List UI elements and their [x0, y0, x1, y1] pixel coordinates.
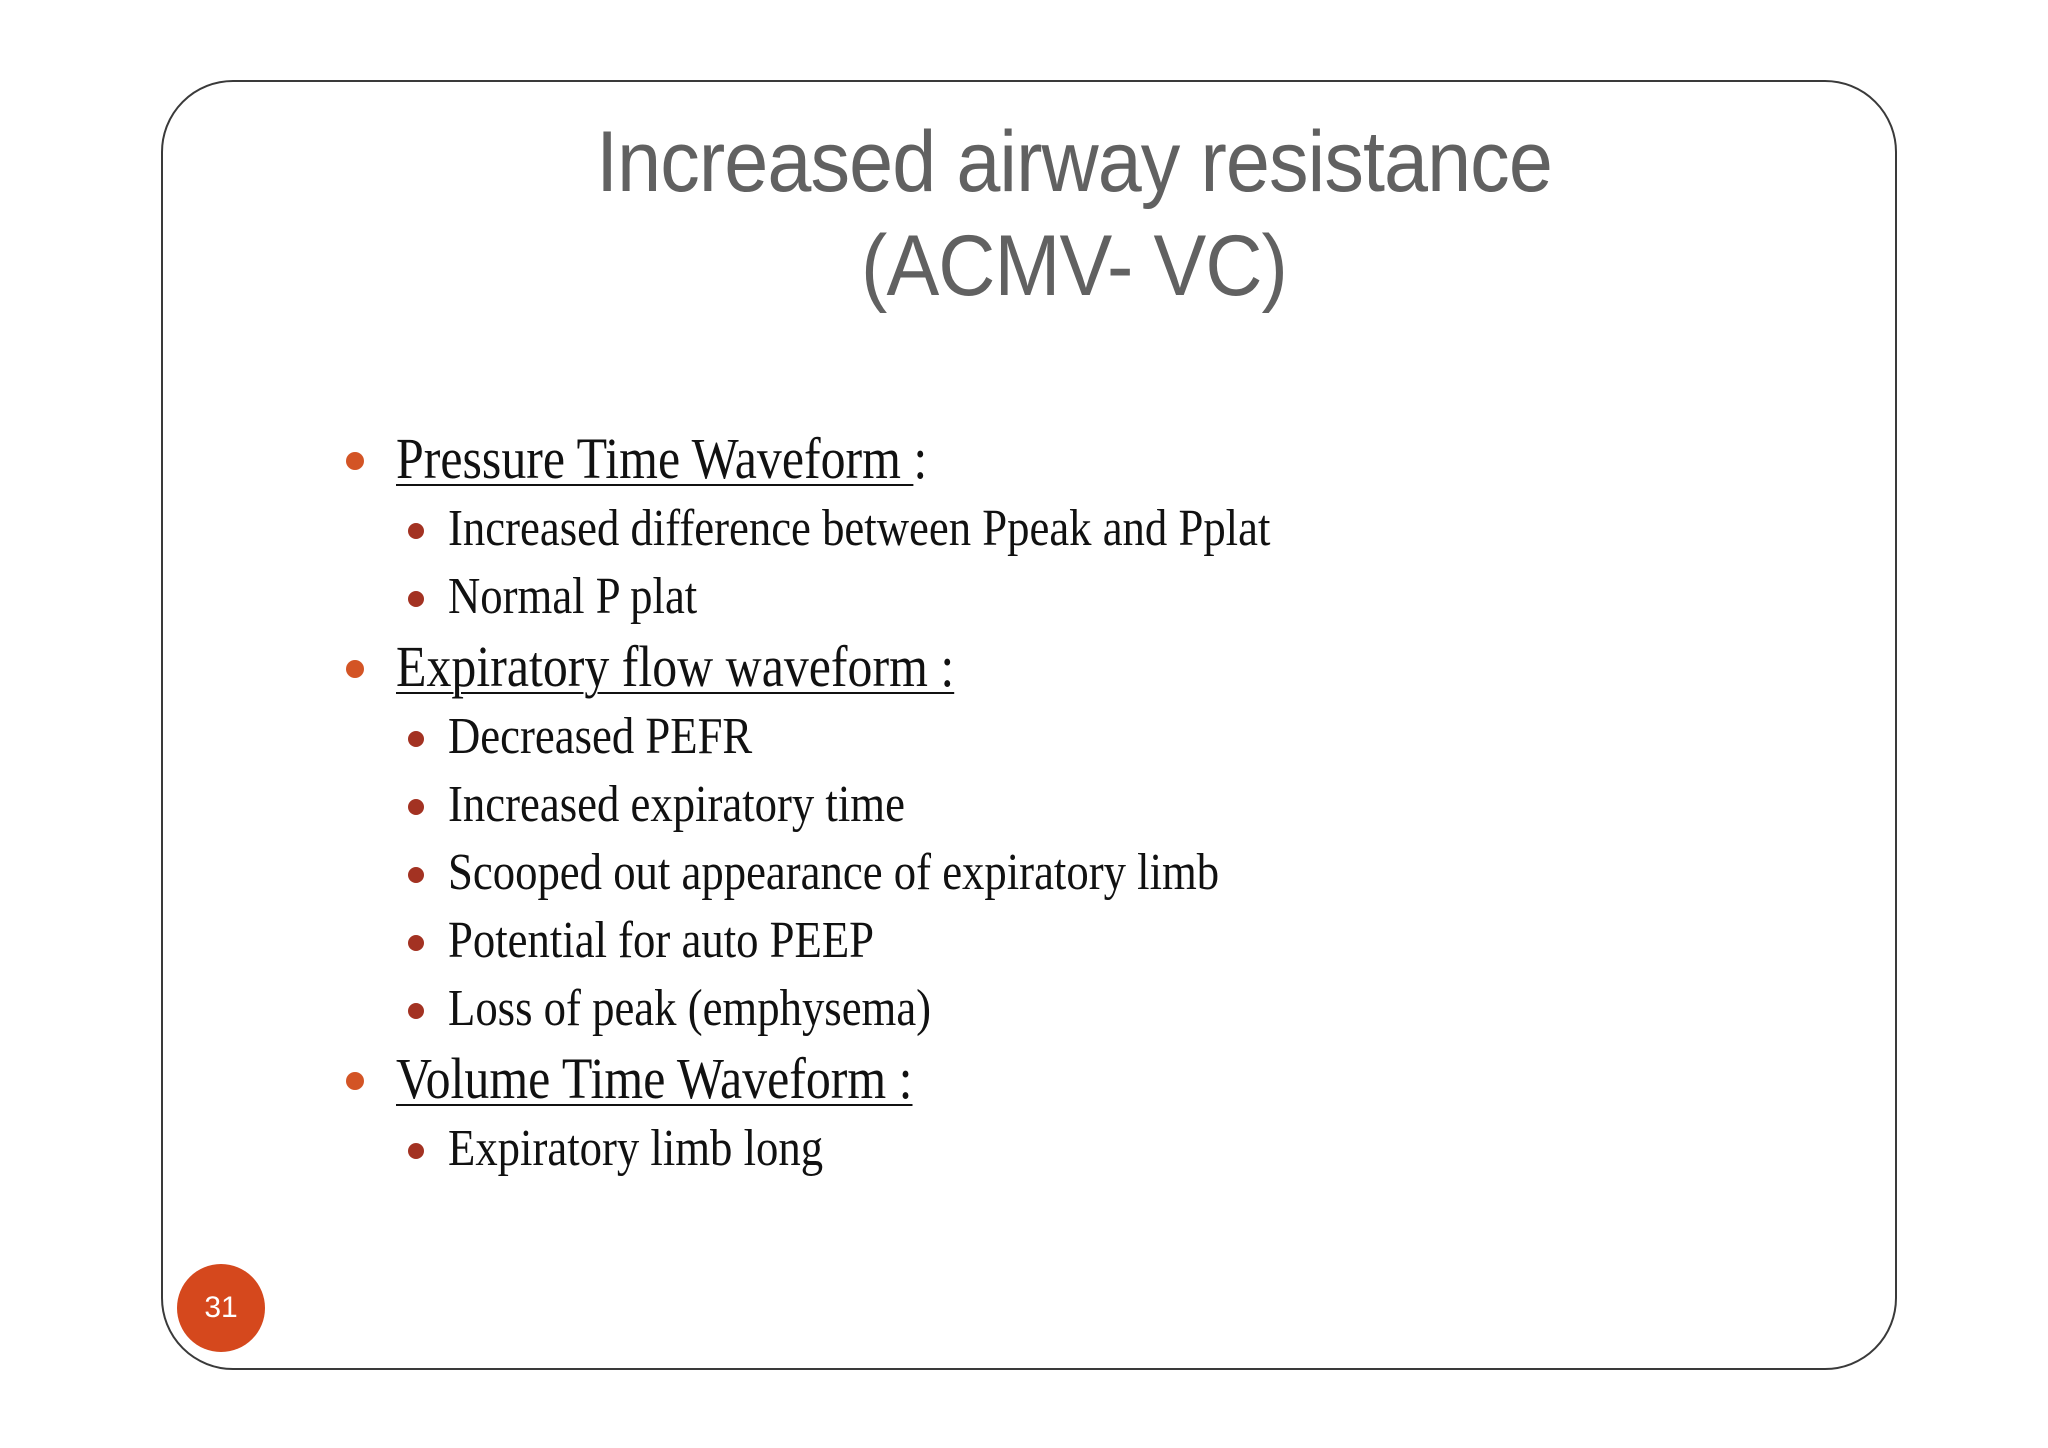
bullet-list: Pressure Time Waveform : Increased diffe… [340, 424, 1404, 1184]
list-item-text: Decreased PEFR [448, 708, 753, 765]
bullet-dot-icon [408, 935, 424, 951]
list-item-text: Expiratory limb long [448, 1120, 824, 1177]
list-item: Decreased PEFR [340, 704, 1404, 772]
bullet-dot-icon [346, 1072, 364, 1090]
bullet-dot-icon [408, 523, 424, 539]
bullet-dot-icon [408, 731, 424, 747]
bullet-dot-icon [346, 452, 364, 470]
slide-title: Increased airway resistance (ACMV- VC) [86, 110, 2048, 318]
section-heading-text: Expiratory flow waveform : [396, 634, 955, 699]
list-item: Increased expiratory time [340, 772, 1404, 840]
section-heading-volume-time: Volume Time Waveform : [340, 1044, 1404, 1116]
list-item: Expiratory limb long [340, 1116, 1404, 1184]
bullet-dot-icon [346, 660, 364, 678]
list-item-text: Potential for auto PEEP [448, 912, 875, 969]
list-item-text: Increased difference between Ppeak and P… [448, 500, 1271, 557]
bullet-dot-icon [408, 867, 424, 883]
slide-title-line-1: Increased airway resistance [596, 114, 1553, 210]
section-heading-suffix: : [913, 426, 928, 491]
list-item: Potential for auto PEEP [340, 908, 1404, 976]
section-heading-text: Pressure Time Waveform [396, 426, 914, 491]
list-item: Increased difference between Ppeak and P… [340, 496, 1404, 564]
list-item: Normal P plat [340, 564, 1404, 632]
list-item: Loss of peak (emphysema) [340, 976, 1404, 1044]
section-heading-expiratory-flow: Expiratory flow waveform : [340, 632, 1404, 704]
bullet-dot-icon [408, 1003, 424, 1019]
slide-title-line-2: (ACMV- VC) [861, 218, 1288, 314]
bullet-dot-icon [408, 799, 424, 815]
list-item: Scooped out appearance of expiratory lim… [340, 840, 1404, 908]
section-heading-text: Volume Time Waveform : [396, 1046, 913, 1111]
list-item-text: Increased expiratory time [448, 776, 905, 833]
list-item-text: Loss of peak (emphysema) [448, 980, 932, 1037]
list-item-text: Normal P plat [448, 568, 698, 625]
section-heading-pressure-time: Pressure Time Waveform : [340, 424, 1404, 496]
page-number-badge: 31 [177, 1264, 265, 1352]
slide-frame [161, 80, 1897, 1370]
list-item-text: Scooped out appearance of expiratory lim… [448, 844, 1220, 901]
bullet-dot-icon [408, 1143, 424, 1159]
bullet-dot-icon [408, 591, 424, 607]
